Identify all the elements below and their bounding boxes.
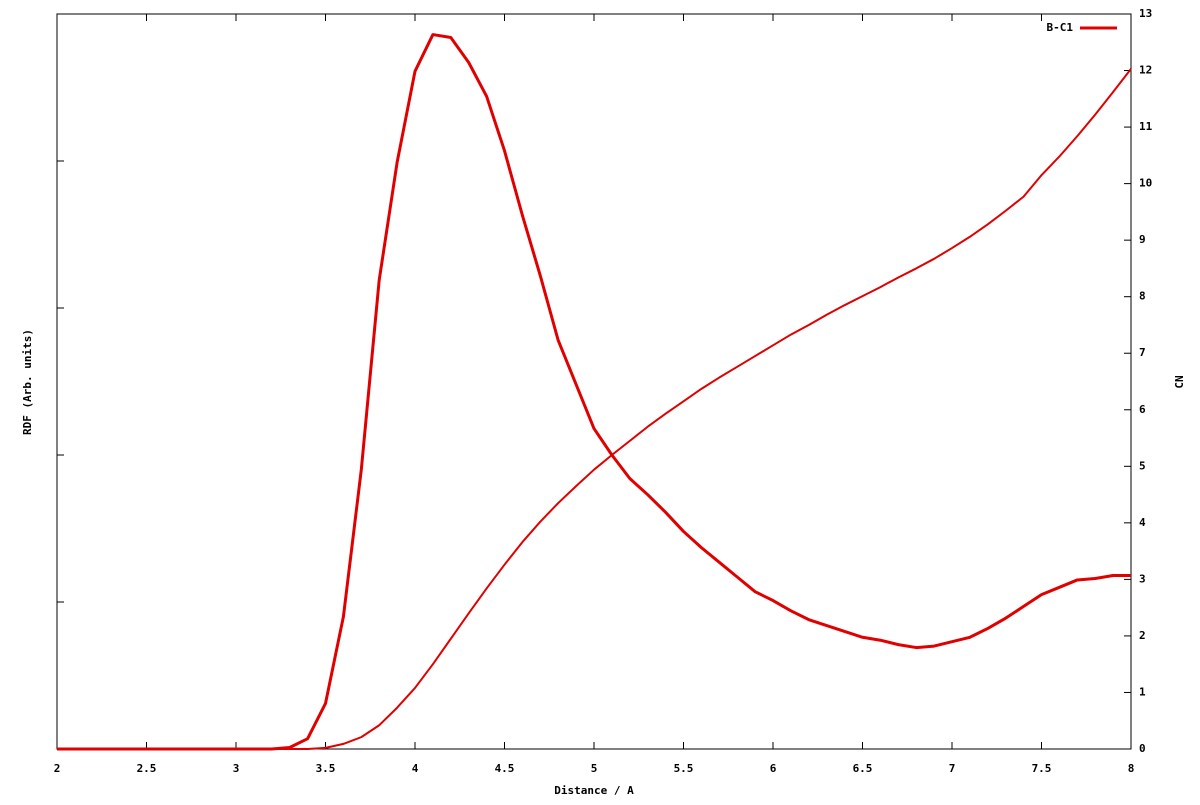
y2-axis-label: CN bbox=[1173, 375, 1186, 388]
legend-label: B-C1 bbox=[1047, 21, 1074, 34]
x-tick-label: 2.5 bbox=[137, 762, 157, 775]
x-axis-label: Distance / A bbox=[554, 784, 634, 797]
x-tick-label: 6 bbox=[770, 762, 777, 775]
x-tick-label: 5 bbox=[591, 762, 598, 775]
x-tick-label: 5.5 bbox=[674, 762, 694, 775]
y2-tick-label: 12 bbox=[1139, 64, 1152, 77]
x-tick-label: 2 bbox=[54, 762, 61, 775]
x-tick-label: 8 bbox=[1128, 762, 1135, 775]
data-line bbox=[57, 68, 1132, 750]
x-tick-label: 4 bbox=[412, 762, 419, 775]
y2-tick-label: 8 bbox=[1139, 290, 1146, 303]
x-tick-label: 4.5 bbox=[495, 762, 515, 775]
y2-tick-label: 3 bbox=[1139, 572, 1146, 585]
y2-tick-label: 4 bbox=[1139, 516, 1146, 529]
data-line bbox=[57, 33, 1131, 751]
y2-tick-label: 10 bbox=[1139, 177, 1152, 190]
y2-tick-label: 0 bbox=[1139, 742, 1146, 755]
y2-tick-label: 9 bbox=[1139, 233, 1146, 246]
x-tick-label: 3.5 bbox=[316, 762, 336, 775]
x-tick-label: 7.5 bbox=[1032, 762, 1052, 775]
x-tick-label: 7 bbox=[949, 762, 956, 775]
y2-tick-label: 7 bbox=[1139, 346, 1146, 359]
y-axis-label: RDF (Arb. units) bbox=[21, 329, 34, 435]
x-tick-label: 3 bbox=[233, 762, 240, 775]
y2-tick-label: 11 bbox=[1139, 120, 1153, 133]
y2-tick-label: 1 bbox=[1139, 685, 1146, 698]
x-tick-label: 6.5 bbox=[853, 762, 873, 775]
y2-tick-label: 6 bbox=[1139, 403, 1146, 416]
y2-tick-label: 5 bbox=[1139, 459, 1146, 472]
y2-tick-label: 2 bbox=[1139, 629, 1146, 642]
y2-tick-label: 13 bbox=[1139, 7, 1152, 20]
